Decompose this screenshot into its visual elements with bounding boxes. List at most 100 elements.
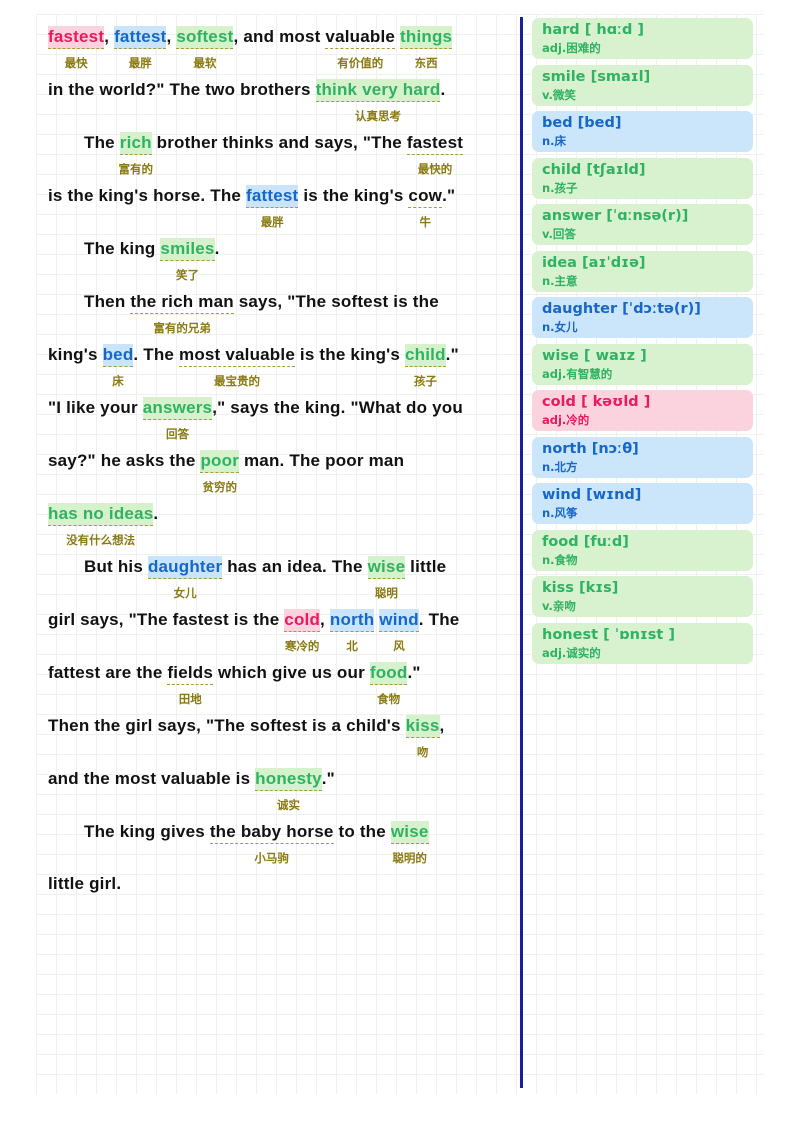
vocab-word: fastest 最快的: [406, 132, 464, 176]
vocab-word: bed 床: [102, 344, 134, 388]
vocab-ipa: [ hɑːd ]: [584, 22, 645, 38]
text-segment: .": [407, 663, 421, 682]
word-text: the rich man: [130, 292, 234, 311]
word-text: valuable: [325, 27, 396, 46]
text-line: has no ideas 没有什么想法.: [48, 503, 513, 556]
vocab-headword: bed [bed]: [542, 114, 743, 133]
word-text: smiles: [160, 239, 215, 258]
word-gloss: 聪明: [374, 588, 398, 600]
vocab-meaning: adj.有智慧的: [542, 366, 613, 381]
word-gloss: 孩子: [413, 376, 437, 388]
vocab-ipa: [nɔːθ]: [591, 440, 639, 457]
vocab-card: wise [ waɪz ] adj.有智慧的: [532, 343, 753, 385]
text-segment: has an idea. The: [222, 557, 368, 576]
text-line: say?" he asks the poor 贫穷的 man. The poor …: [48, 450, 513, 503]
word-text: child: [405, 345, 446, 364]
text-line: But his daughter 女儿 has an idea. The wise…: [48, 556, 513, 609]
vocab-word: fastest 最快: [48, 26, 105, 70]
vocab-ipa: [bed]: [577, 115, 622, 131]
word-gloss: 寒冷的: [284, 641, 320, 653]
word-gloss: 床: [112, 376, 124, 388]
text-segment: The king: [84, 239, 161, 258]
vocab-card: north [nɔːθ] n.北方: [532, 436, 753, 478]
vocab-meaning: v.亲吻: [542, 599, 576, 613]
word-text: most valuable: [179, 345, 295, 364]
text-segment: in the world?" The two brothers: [48, 80, 316, 99]
word-gloss: 北: [346, 641, 358, 653]
vocab-ipa: [fuːd]: [583, 533, 629, 550]
word-gloss: 风: [393, 641, 405, 653]
vocab-word: valuable 有价值的: [325, 26, 396, 70]
vocab-headword: honest [ ˈɒnɪst ]: [542, 626, 743, 645]
vocab-ipa: [wɪnd]: [586, 487, 642, 503]
word-gloss: 聪明的: [392, 853, 427, 865]
vocab-word: kiss: [542, 580, 574, 596]
vocab-word: hard: [542, 22, 580, 38]
word-text: fastest: [48, 27, 105, 46]
text-line: king's bed 床 . The most valuable 最宝贵的 is th…: [48, 344, 513, 397]
vocab-word: wise 聪明的: [390, 821, 429, 865]
vocab-ipa: [aɪˈdɪə]: [582, 254, 646, 271]
vocab-word: child: [542, 161, 582, 178]
text-segment: Then the girl says, "The softest is a ch…: [48, 716, 406, 735]
vocab-word: things 东西: [400, 26, 453, 70]
text-segment: .: [440, 80, 446, 99]
word-text: fattest: [245, 186, 299, 205]
text-segment: .": [445, 345, 459, 364]
vocab-meaning: n.孩子: [542, 180, 578, 195]
vocab-ipa: [kɪs]: [578, 580, 619, 596]
word-text: daughter: [147, 557, 223, 576]
vocab-meaning: adj.困难的: [542, 41, 601, 55]
word-text: things: [400, 27, 453, 46]
word-gloss: 富有的: [118, 164, 153, 176]
vocab-word: kiss 吻: [405, 715, 440, 759]
vocab-ipa: [ waɪz ]: [583, 347, 647, 364]
word-gloss: 贫穷的: [202, 482, 238, 494]
vocab-word: daughter: [542, 301, 618, 317]
word-gloss: 女儿: [173, 588, 197, 600]
vocab-meaning: n.风筝: [542, 506, 578, 520]
vocab-card: smile [smaɪl] v.微笑: [532, 64, 753, 106]
vocab-meaning: v.微笑: [542, 87, 576, 102]
text-segment: says, "The softest is the: [233, 292, 439, 311]
text-line: Then the girl says, "The softest is a ch…: [48, 715, 513, 768]
text-segment: to the: [333, 822, 391, 841]
text-segment: ,: [439, 716, 445, 735]
vocab-headword: answer [ˈɑːnsə(r)]: [542, 207, 743, 226]
word-text: fields: [167, 663, 214, 682]
word-text: wise: [367, 557, 406, 576]
story-text: fastest 最快, fattest 最胖, softest 最软 , and mos…: [48, 26, 513, 927]
vocab-headword: child [tʃaɪld]: [542, 161, 743, 180]
vocab-word: food 食物: [369, 662, 408, 706]
text-segment: is the king's: [298, 186, 409, 205]
word-gloss: 东西: [414, 58, 438, 70]
vocab-card: hard [ hɑːd ] adj.困难的: [532, 18, 753, 59]
text-segment: man. The poor man: [239, 451, 405, 470]
vocab-card: child [tʃaɪld] n.孩子: [532, 157, 753, 199]
vocab-headword: food [fuːd]: [542, 533, 743, 552]
text-line: The rich 富有的 brother thinks and says, "Th…: [48, 132, 513, 185]
text-segment: and the most valuable is: [48, 769, 256, 788]
text-line: The king gives the baby horse 小马驹 to the …: [48, 821, 513, 874]
text-segment: .: [214, 239, 220, 258]
vocab-word: think very hard 认真思考: [315, 79, 441, 123]
vocab-word: the baby horse 小马驹: [209, 821, 334, 865]
word-text: has no ideas: [48, 504, 154, 523]
word-text: think very hard: [315, 80, 441, 99]
vocab-headword: daughter [ˈdɔːtə(r)]: [542, 300, 743, 319]
vocab-word: fattest 最胖: [245, 185, 299, 229]
word-text: the baby horse: [209, 822, 334, 841]
word-gloss: 田地: [178, 694, 202, 706]
vocab-word: has no ideas 没有什么想法: [48, 503, 154, 547]
word-text: cow: [408, 186, 443, 205]
text-segment: The king gives: [84, 822, 210, 841]
word-text: fastest: [406, 133, 464, 152]
text-segment: little girl.: [48, 874, 122, 893]
text-segment: . The: [418, 610, 460, 629]
vocab-word: north 北: [329, 609, 375, 653]
word-gloss: 食物: [377, 694, 401, 706]
word-gloss: 最快的: [417, 164, 453, 176]
word-gloss: 最快: [64, 58, 88, 70]
vocab-card: food [fuːd] n.食物: [532, 529, 753, 571]
vocab-meaning: adj.冷的: [542, 413, 590, 427]
